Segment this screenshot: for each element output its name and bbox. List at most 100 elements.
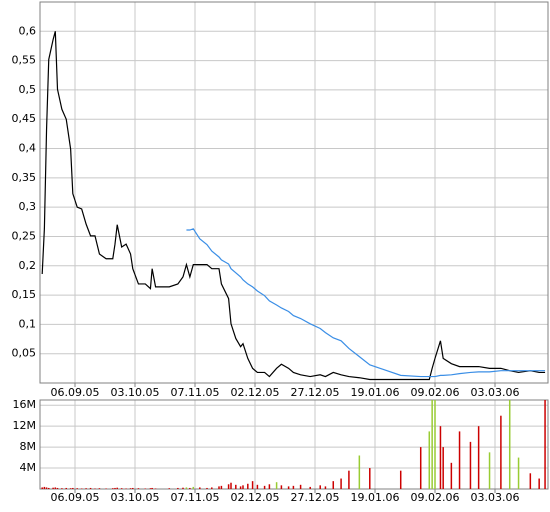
volume-bar xyxy=(324,486,327,489)
volume-bar xyxy=(48,487,50,489)
y-tick-label: 0,4 xyxy=(19,142,37,155)
x-tick-label: 03.10.05 xyxy=(111,491,160,504)
volume-bar xyxy=(332,481,335,489)
volume-bar xyxy=(263,485,266,489)
volume-bar xyxy=(280,485,283,489)
volume-bar xyxy=(275,482,278,489)
volume-bar xyxy=(120,488,123,489)
volume-bar xyxy=(251,481,254,489)
y-tick-label: 0,05 xyxy=(12,347,37,360)
volume-bar xyxy=(399,470,402,489)
volume-bar xyxy=(89,487,92,489)
volume-bar xyxy=(477,426,480,489)
volume-bar xyxy=(137,488,140,489)
volume-bar xyxy=(76,488,78,489)
volume-bar xyxy=(287,486,290,489)
volume-bar xyxy=(348,470,350,489)
x-tick-label: 06.09.05 xyxy=(51,386,100,399)
volume-bar xyxy=(544,400,546,489)
volume-bar xyxy=(112,488,114,489)
price-line xyxy=(186,228,546,378)
volume-bar xyxy=(98,488,101,489)
volume-bar xyxy=(299,484,302,489)
volume-bar xyxy=(149,488,152,489)
volume-bar xyxy=(442,447,444,489)
volume-bar xyxy=(61,488,63,489)
volume-bar xyxy=(182,487,184,489)
volume-bar xyxy=(358,455,361,489)
volume-bar xyxy=(151,487,153,489)
x-tick-label: 27.12.05 xyxy=(291,491,340,504)
volume-bar xyxy=(94,488,96,489)
volume-bar xyxy=(227,484,230,489)
x-tick-label: 27.12.05 xyxy=(291,386,340,399)
volume-bar xyxy=(268,484,271,489)
volume-bar xyxy=(45,487,48,489)
volume-bar xyxy=(500,415,502,489)
volume-bar xyxy=(517,457,520,489)
x-tick-label: 02.12.05 xyxy=(231,491,280,504)
volume-bar xyxy=(235,484,237,489)
y-tick-label: 0,25 xyxy=(12,229,37,242)
y-tick-label: 16M xyxy=(13,398,37,411)
x-tick-label: 19.01.06 xyxy=(351,491,400,504)
price-line xyxy=(41,31,546,381)
volume-bar xyxy=(319,485,321,489)
y-tick-label: 12M xyxy=(13,419,37,432)
volume-bar xyxy=(431,400,433,489)
volume-bar xyxy=(132,487,134,489)
volume-bar xyxy=(529,473,532,489)
volume-bar xyxy=(488,452,491,489)
volume-bar xyxy=(168,488,171,489)
volume-bar xyxy=(340,478,342,489)
y-tick-label: 0,55 xyxy=(12,54,37,67)
volume-bar xyxy=(80,488,83,489)
y-tick-label: 0,6 xyxy=(19,24,37,37)
volume-bar xyxy=(292,485,295,489)
plot-frame xyxy=(39,1,549,384)
y-tick-label: 8M xyxy=(20,440,37,453)
volume-bar xyxy=(220,485,223,489)
volume-bar xyxy=(177,487,179,489)
x-tick-label: 06.09.05 xyxy=(51,491,100,504)
volume-bar xyxy=(458,431,461,489)
y-tick-label: 0,2 xyxy=(19,259,37,272)
volume-bar xyxy=(129,488,132,489)
y-tick-label: 0,1 xyxy=(19,317,37,330)
x-tick-label: 19.01.06 xyxy=(351,386,400,399)
y-tick-label: 0,15 xyxy=(12,288,37,301)
volume-bar xyxy=(56,487,59,489)
volume-bar xyxy=(218,486,220,489)
volume-bar xyxy=(199,487,201,489)
y-tick-label: 0,35 xyxy=(12,171,37,184)
volume-bar xyxy=(369,468,371,489)
x-tick-label: 07.11.05 xyxy=(171,491,220,504)
x-tick-label: 02.12.05 xyxy=(231,386,280,399)
volume-bar xyxy=(52,487,54,489)
volume-bar xyxy=(114,487,116,489)
volume-bar xyxy=(419,447,422,489)
volume-bar xyxy=(185,487,188,489)
x-tick-label: 03.10.05 xyxy=(111,386,160,399)
x-tick-label: 09.02.06 xyxy=(411,386,460,399)
volume-bar xyxy=(189,487,191,489)
volume-bar xyxy=(211,487,213,489)
x-tick-label: 07.11.05 xyxy=(171,386,220,399)
volume-bar xyxy=(154,488,157,489)
volume-bar xyxy=(239,486,242,489)
volume-bar xyxy=(256,484,259,489)
volume-bar xyxy=(206,487,208,489)
y-tick-label: 0,5 xyxy=(19,83,37,96)
volume-bar xyxy=(450,462,453,489)
x-tick-label: 09.02.06 xyxy=(411,491,460,504)
x-tick-label: 03.03.06 xyxy=(471,386,520,399)
volume-bar xyxy=(508,400,511,489)
volume-bar xyxy=(65,487,67,489)
x-tick-label: 03.03.06 xyxy=(471,491,520,504)
volume-bar xyxy=(428,431,431,489)
volume-bar xyxy=(54,487,57,489)
volume-bar xyxy=(439,426,442,489)
volume-bar xyxy=(105,488,107,489)
